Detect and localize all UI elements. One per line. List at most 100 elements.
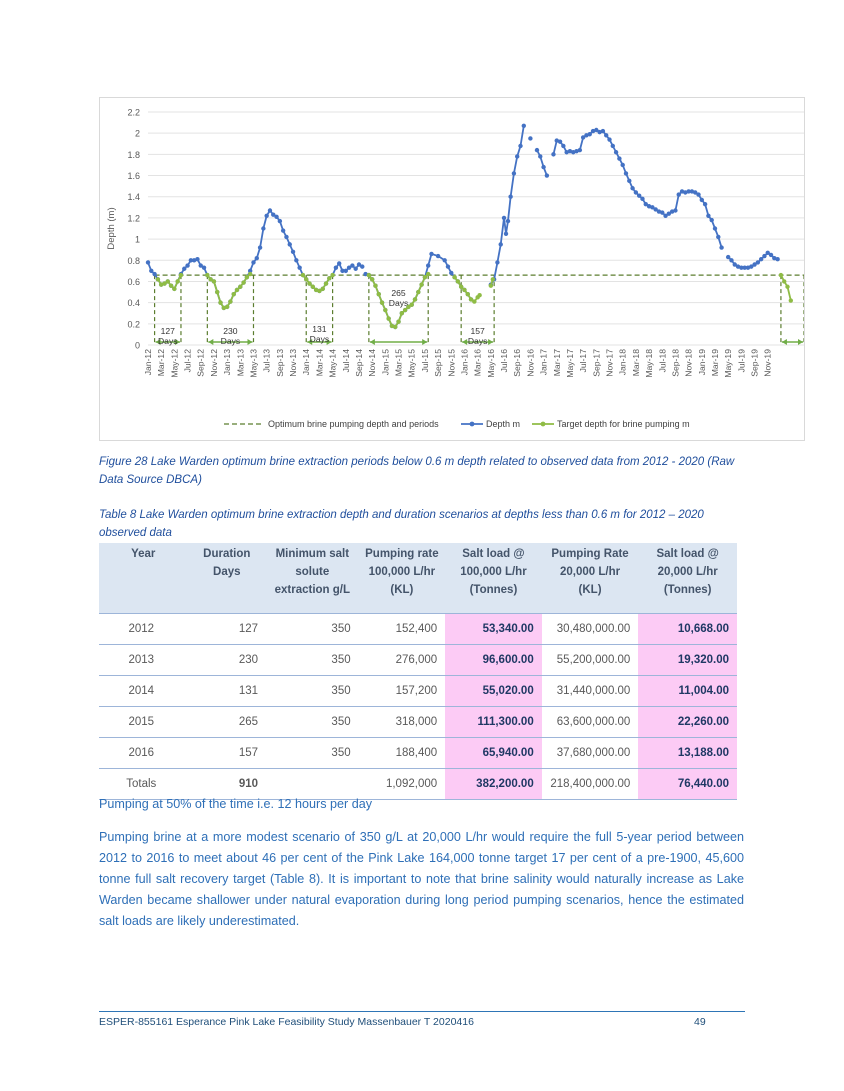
table-cell: 218,400,000.00 bbox=[541, 768, 639, 800]
target-data-point bbox=[477, 293, 482, 298]
x-tick-label: Nov-17 bbox=[605, 349, 615, 377]
target-data-point bbox=[416, 289, 421, 295]
x-tick-label: Jan-17 bbox=[539, 349, 549, 375]
depth-data-point bbox=[521, 123, 526, 128]
y-tick-label: 1.8 bbox=[127, 150, 140, 160]
x-tick-label: Mar-15 bbox=[394, 349, 404, 376]
depth-data-point bbox=[290, 249, 296, 254]
x-tick-label: Nov-13 bbox=[288, 349, 298, 377]
depth-data-point bbox=[594, 127, 599, 133]
target-data-point bbox=[778, 272, 784, 278]
table-cell: 276,000 bbox=[358, 644, 446, 676]
x-tick-label: May-19 bbox=[723, 349, 733, 378]
period-days-label: 230 bbox=[223, 326, 238, 336]
depth-data-point bbox=[264, 213, 269, 218]
table-cell: 30,480,000.00 bbox=[541, 613, 639, 645]
target-data-point bbox=[205, 272, 210, 278]
table-body: 2012 127 350 152,400 53,340.00 30,480,000.00 1… bbox=[99, 613, 737, 800]
depth-data-point bbox=[709, 217, 714, 223]
table-cell: 13,188.00 bbox=[638, 737, 737, 769]
depth-data-point bbox=[449, 270, 454, 276]
target-data-point bbox=[373, 283, 378, 288]
target-data-point bbox=[307, 281, 312, 286]
depth-data-point bbox=[702, 201, 708, 207]
target-data-point bbox=[399, 311, 405, 316]
y-tick-label: 1.2 bbox=[127, 213, 140, 223]
table-header-row: Year Duration Days Minimum salt solute extrac… bbox=[99, 543, 737, 614]
depth-data-point bbox=[768, 252, 774, 258]
table-header-line: Pumping Rate bbox=[551, 548, 629, 560]
depth-data-point bbox=[501, 215, 507, 221]
x-tick-label: Jul-16 bbox=[499, 349, 509, 373]
table-header-cell: Duration Days bbox=[187, 543, 267, 614]
x-tick-label: Jul-15 bbox=[420, 349, 430, 373]
depth-data-point bbox=[503, 231, 509, 236]
table-header-cell: Minimum salt solute extraction g/L bbox=[266, 543, 359, 614]
table-cell: 265 bbox=[187, 706, 267, 738]
target-data-point bbox=[178, 272, 184, 278]
table-cell: 131 bbox=[187, 675, 267, 707]
table-header-cell: Year bbox=[99, 543, 188, 614]
depth-data-point bbox=[429, 251, 434, 257]
period-days-unit: Days bbox=[221, 336, 241, 346]
table-cell: 157 bbox=[187, 737, 267, 769]
depth-data-point bbox=[551, 152, 556, 157]
depth-data-point bbox=[495, 260, 500, 265]
target-data-point bbox=[788, 298, 794, 303]
x-tick-label: Jan-16 bbox=[459, 349, 469, 375]
y-tick-label: 0.8 bbox=[127, 256, 140, 266]
depth-data-point bbox=[739, 265, 744, 270]
target-data-point bbox=[241, 280, 246, 285]
table-cell: 55,200,000.00 bbox=[541, 644, 639, 676]
x-tick-label: Sep-13 bbox=[275, 349, 285, 377]
depth-data-point bbox=[188, 258, 194, 263]
x-tick-label: Mar-16 bbox=[473, 349, 483, 376]
target-data-point bbox=[419, 282, 424, 287]
x-tick-label: Sep-14 bbox=[354, 349, 364, 377]
depth-series-line bbox=[490, 125, 525, 286]
depth-data-point bbox=[742, 265, 747, 270]
depth-data-point bbox=[145, 260, 151, 265]
target-data-point bbox=[455, 279, 461, 284]
depth-data-point bbox=[149, 268, 154, 274]
target-data-point bbox=[422, 275, 428, 280]
target-data-point bbox=[465, 291, 470, 297]
table-cell: 55,020.00 bbox=[445, 675, 542, 707]
depth-data-point bbox=[633, 190, 639, 195]
y-tick-label: 1.4 bbox=[127, 192, 140, 202]
x-tick-label: Mar-14 bbox=[314, 349, 324, 376]
y-tick-label: 0.2 bbox=[127, 319, 140, 329]
paragraph-pumping-50: Pumping at 50% of the time i.e. 12 hours… bbox=[99, 797, 373, 811]
depth-data-point bbox=[294, 258, 299, 263]
depth-data-point bbox=[623, 171, 629, 176]
x-tick-label: May-14 bbox=[328, 349, 338, 378]
target-data-point bbox=[488, 283, 494, 288]
depth-data-point bbox=[755, 260, 761, 265]
period-days-label: 157 bbox=[470, 326, 485, 336]
depth-data-point bbox=[732, 262, 737, 267]
y-tick-label: 0 bbox=[135, 341, 140, 351]
table-header-line: 20,000 L/hr bbox=[559, 566, 621, 578]
table-totals-row: Totals 910 1,092,000 382,200.00 218,400,000.… bbox=[99, 768, 737, 800]
y-tick-label: 1.6 bbox=[127, 171, 140, 181]
x-tick-label: Sep-18 bbox=[670, 349, 680, 377]
table-cell: 111,300.00 bbox=[445, 706, 542, 738]
target-data-point bbox=[300, 272, 306, 278]
table-cell: 96,600.00 bbox=[445, 644, 542, 676]
x-tick-label: May-12 bbox=[169, 349, 179, 378]
y-tick-label: 2.2 bbox=[127, 108, 140, 118]
table-cell: 53,340.00 bbox=[445, 613, 542, 645]
depth-data-point bbox=[640, 196, 645, 202]
period-arrow-head-right bbox=[247, 339, 253, 345]
depth-data-point bbox=[511, 171, 517, 176]
figure-caption: Figure 28 Lake Warden optimum brine extr… bbox=[99, 456, 735, 486]
x-tick-label: Mar-12 bbox=[156, 349, 166, 376]
table-cell: 230 bbox=[187, 644, 267, 676]
depth-data-point bbox=[284, 234, 289, 240]
x-tick-label: Nov-19 bbox=[763, 349, 773, 377]
target-data-point bbox=[165, 279, 170, 284]
target-data-point bbox=[317, 288, 322, 294]
depth-data-point bbox=[538, 154, 543, 159]
x-tick-label: May-15 bbox=[407, 349, 417, 378]
depth-data-point bbox=[580, 135, 586, 140]
